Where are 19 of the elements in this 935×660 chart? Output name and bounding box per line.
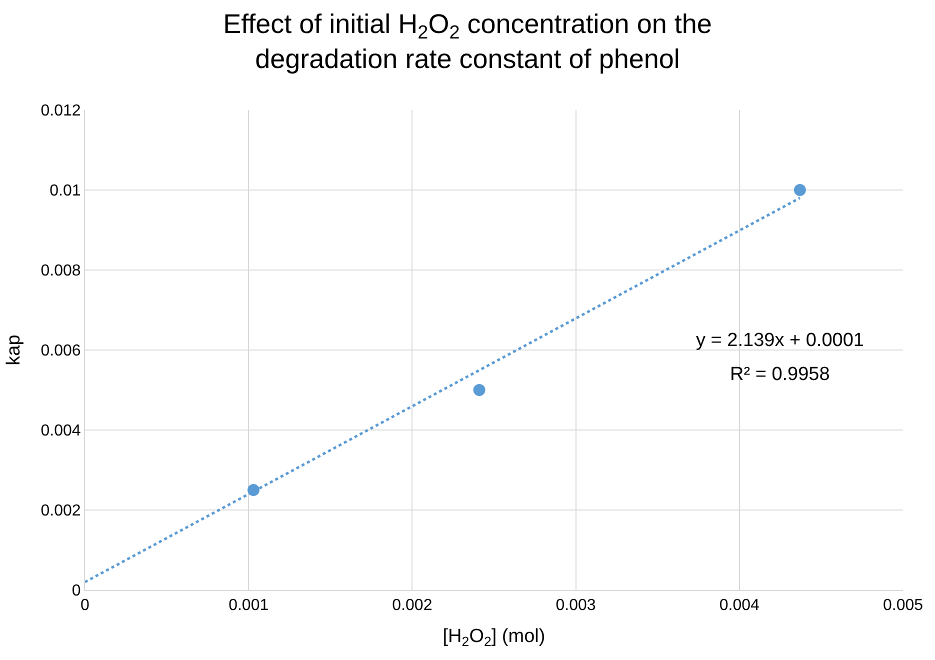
y-tick-label: 0.006 [40,342,81,360]
point [473,384,486,396]
y-tick-label: 0.012 [40,102,81,120]
annotation: R² = 0.9958 [730,364,830,385]
y-tick-label: 0.01 [50,182,81,200]
chart-title: Effect of initial H$_{2}$O$_{2}$ concentration on the degradation rate constant of phenol [223,9,712,74]
y-tick-label: 0.008 [40,262,81,280]
x-tick-label: 0.001 [228,597,269,614]
x-tick-label: 0.005 [882,597,924,614]
y-axis-title: kap [4,334,25,366]
y-tick-label: 0.004 [40,422,81,440]
annotation: y = 2.139x + 0.0001 [696,330,864,351]
x-tick-label: 0.003 [556,597,596,614]
x-axis-title: [H$_{2}$O$_{2}$] (mol) [442,626,546,649]
y-tick-label: 0 [72,582,81,600]
x-tick-label: 0.002 [392,597,432,614]
point [794,184,806,196]
y-tick-label: 0.002 [40,502,81,520]
x-tick-label: 0.004 [719,597,760,614]
